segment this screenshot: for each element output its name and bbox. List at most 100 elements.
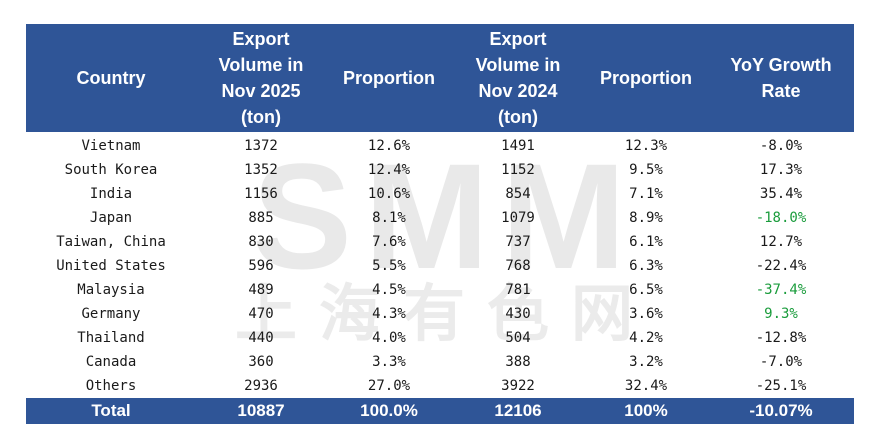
cell-volume-2024: 3922 (501, 378, 535, 394)
cell-country: Vietnam (81, 138, 141, 154)
header-line: Proportion (343, 68, 435, 88)
header-line: Nov 2024 (478, 81, 558, 101)
cell-proportion-2025: 12.4% (367, 162, 411, 178)
header-line: Country (76, 68, 146, 88)
cell-volume-2025: 830 (248, 234, 274, 250)
header-proportion-2025: Proportion (326, 24, 452, 132)
total-row: Total 10887 100.0% 12106 100% -10.07% (26, 398, 854, 424)
cell-volume-2025: 596 (248, 258, 274, 274)
header-line: (ton) (241, 107, 281, 127)
cell-country: Thailand (77, 330, 145, 346)
cell-proportion-2025: 3.3% (372, 354, 406, 370)
cell-proportion-2025: 10.6% (367, 186, 411, 202)
table-row: United States 596 5.5% 768 6.3% -22.4% (26, 254, 854, 278)
total-volume-2025: 10887 (196, 398, 326, 424)
total-label: Total (26, 398, 196, 424)
header-yoy-growth: YoY Growth Rate (708, 24, 854, 132)
cell-yoy-growth: -25.1% (755, 378, 807, 394)
cell-volume-2024: 504 (505, 330, 531, 346)
header-proportion-2024: Proportion (584, 24, 708, 132)
cell-yoy-growth: 35.4% (759, 186, 803, 202)
table-body: Vietnam 1372 12.6% 1491 12.3% -8.0% South Kore… (26, 132, 854, 398)
header-line: Export (489, 29, 547, 49)
cell-country: India (89, 186, 133, 202)
cell-yoy-growth: -22.4% (755, 258, 807, 274)
cell-country: South Korea (64, 162, 158, 178)
cell-volume-2025: 2936 (244, 378, 278, 394)
cell-volume-2025: 1352 (244, 162, 278, 178)
total-proportion-2025: 100.0% (326, 398, 452, 424)
cell-proportion-2024: 32.4% (624, 378, 668, 394)
header-volume-2025: Export Volume in Nov 2025 (ton) (196, 24, 326, 132)
cell-volume-2025: 360 (248, 354, 274, 370)
cell-volume-2024: 430 (505, 306, 531, 322)
cell-proportion-2025: 4.3% (372, 306, 406, 322)
header-line: Proportion (600, 68, 692, 88)
header-country: Country (26, 24, 196, 132)
cell-proportion-2025: 7.6% (372, 234, 406, 250)
cell-proportion-2024: 6.5% (629, 282, 663, 298)
cell-proportion-2025: 8.1% (372, 210, 406, 226)
table-row: Canada 360 3.3% 388 3.2% -7.0% (26, 350, 854, 374)
cell-yoy-growth: -8.0% (759, 138, 803, 154)
cell-yoy-growth: -37.4% (755, 282, 807, 298)
header-line: (ton) (498, 107, 538, 127)
cell-volume-2025: 470 (248, 306, 274, 322)
cell-yoy-growth: 12.7% (759, 234, 803, 250)
table-row: Germany 470 4.3% 430 3.6% 9.3% (26, 302, 854, 326)
cell-volume-2024: 854 (505, 186, 531, 202)
cell-proportion-2025: 12.6% (367, 138, 411, 154)
cell-yoy-growth: 9.3% (764, 306, 798, 322)
table-row: Thailand 440 4.0% 504 4.2% -12.8% (26, 326, 854, 350)
header-volume-2024: Export Volume in Nov 2024 (ton) (452, 24, 584, 132)
cell-volume-2025: 1156 (244, 186, 278, 202)
table-row: India 1156 10.6% 854 7.1% 35.4% (26, 182, 854, 206)
cell-country: Others (85, 378, 137, 394)
cell-proportion-2024: 9.5% (629, 162, 663, 178)
header-line: YoY Growth (730, 55, 832, 75)
cell-proportion-2025: 4.0% (372, 330, 406, 346)
total-volume-2024: 12106 (452, 398, 584, 424)
cell-volume-2024: 781 (505, 282, 531, 298)
cell-volume-2025: 440 (248, 330, 274, 346)
total-yoy-growth: -10.07% (708, 398, 854, 424)
cell-proportion-2025: 27.0% (367, 378, 411, 394)
cell-volume-2024: 388 (505, 354, 531, 370)
cell-yoy-growth: 17.3% (759, 162, 803, 178)
cell-proportion-2024: 7.1% (629, 186, 663, 202)
cell-proportion-2024: 8.9% (629, 210, 663, 226)
table-row: Japan 885 8.1% 1079 8.9% -18.0% (26, 206, 854, 230)
cell-yoy-growth: -12.8% (755, 330, 807, 346)
cell-proportion-2025: 4.5% (372, 282, 406, 298)
cell-volume-2025: 1372 (244, 138, 278, 154)
cell-proportion-2024: 6.1% (629, 234, 663, 250)
cell-proportion-2025: 5.5% (372, 258, 406, 274)
cell-proportion-2024: 12.3% (624, 138, 668, 154)
cell-volume-2025: 489 (248, 282, 274, 298)
table-row: Taiwan, China 830 7.6% 737 6.1% 12.7% (26, 230, 854, 254)
header-line: Nov 2025 (221, 81, 301, 101)
cell-volume-2025: 885 (248, 210, 274, 226)
table-row: Malaysia 489 4.5% 781 6.5% -37.4% (26, 278, 854, 302)
table-row: South Korea 1352 12.4% 1152 9.5% 17.3% (26, 158, 854, 182)
header-line: Volume in (218, 55, 304, 75)
cell-country: Japan (89, 210, 133, 226)
table-row: Others 2936 27.0% 3922 32.4% -25.1% (26, 374, 854, 398)
cell-volume-2024: 737 (505, 234, 531, 250)
cell-country: Germany (81, 306, 141, 322)
cell-country: Taiwan, China (56, 234, 166, 250)
header-line: Rate (761, 81, 801, 101)
cell-country: Canada (85, 354, 137, 370)
cell-volume-2024: 768 (505, 258, 531, 274)
header-line: Volume in (475, 55, 561, 75)
export-volume-table: Country Export Volume in Nov 2025 (ton) Pro… (26, 24, 854, 424)
cell-yoy-growth: -7.0% (759, 354, 803, 370)
cell-country: Malaysia (77, 282, 145, 298)
table-row: Vietnam 1372 12.6% 1491 12.3% -8.0% (26, 132, 854, 158)
header-line: Export (232, 29, 290, 49)
cell-volume-2024: 1079 (501, 210, 535, 226)
cell-volume-2024: 1152 (501, 162, 535, 178)
cell-country: United States (56, 258, 166, 274)
cell-volume-2024: 1491 (501, 138, 535, 154)
cell-proportion-2024: 6.3% (629, 258, 663, 274)
